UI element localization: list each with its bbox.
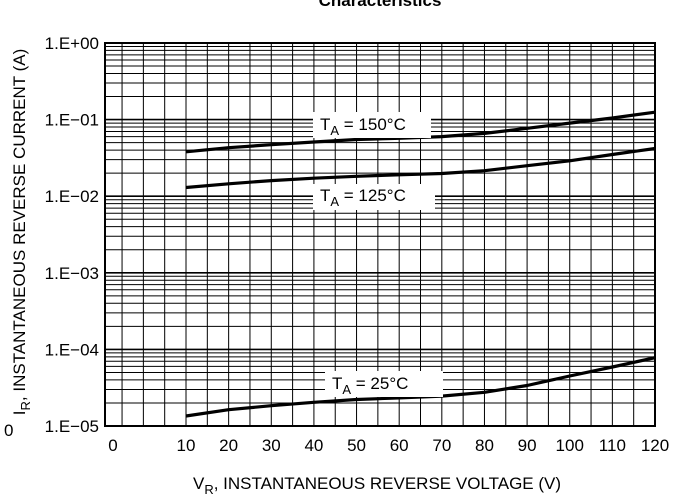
x-tick-label: 60 bbox=[390, 436, 409, 455]
annotation-150: TA = 150°C bbox=[320, 115, 406, 138]
y-tick-label: 1.E−05 bbox=[45, 417, 99, 436]
minor-grid bbox=[105, 43, 655, 426]
x-tick-labels: 0 10 20 30 40 50 60 70 80 90 100 110 120 bbox=[108, 436, 669, 455]
major-grid bbox=[105, 118, 655, 351]
y-tick-label: 1.E+00 bbox=[45, 34, 99, 53]
y-tick-label: 1.E−02 bbox=[45, 187, 99, 206]
x-axis-label: VR, INSTANTANEOUS REVERSE VOLTAGE (V) bbox=[193, 474, 561, 497]
x-tick-label: 20 bbox=[219, 436, 238, 455]
series-line-1 bbox=[185, 146, 656, 190]
annotation-25: TA = 25°C bbox=[332, 374, 408, 397]
y-axis-label: IR, INSTANTANEOUS REVERSE CURRENT (A) bbox=[10, 49, 33, 415]
y-tick-label: 1.E−01 bbox=[45, 111, 99, 130]
annotation-bg-150 bbox=[313, 112, 431, 138]
x-tick-label: 120 bbox=[641, 436, 669, 455]
y-tick-label: 1.E−03 bbox=[45, 264, 99, 283]
annotation-125: TA = 125°C bbox=[320, 186, 406, 209]
x-tick-label: 110 bbox=[599, 436, 626, 455]
chart-title: Characteristics bbox=[319, 0, 442, 10]
annotation-bg-25 bbox=[325, 371, 443, 397]
y-tick-label: 0 bbox=[4, 421, 13, 440]
x-tick-label: 40 bbox=[304, 436, 323, 455]
y-tick-labels: 1.E+00 1.E−01 1.E−02 1.E−03 1.E−04 1.E−05 0 bbox=[4, 34, 99, 440]
plot-frame bbox=[104, 42, 656, 427]
annotation-bg-125 bbox=[313, 184, 435, 210]
y-tick-label: 1.E−04 bbox=[45, 340, 99, 359]
x-tick-label: 90 bbox=[518, 436, 537, 455]
x-tick-label: 50 bbox=[347, 436, 366, 455]
x-tick-label: 100 bbox=[556, 436, 584, 455]
x-tick-label: 30 bbox=[262, 436, 281, 455]
x-tick-label: 80 bbox=[475, 436, 494, 455]
x-tick-label: 0 bbox=[108, 436, 117, 455]
x-tick-label: 10 bbox=[177, 436, 196, 455]
x-tick-label: 70 bbox=[432, 436, 451, 455]
